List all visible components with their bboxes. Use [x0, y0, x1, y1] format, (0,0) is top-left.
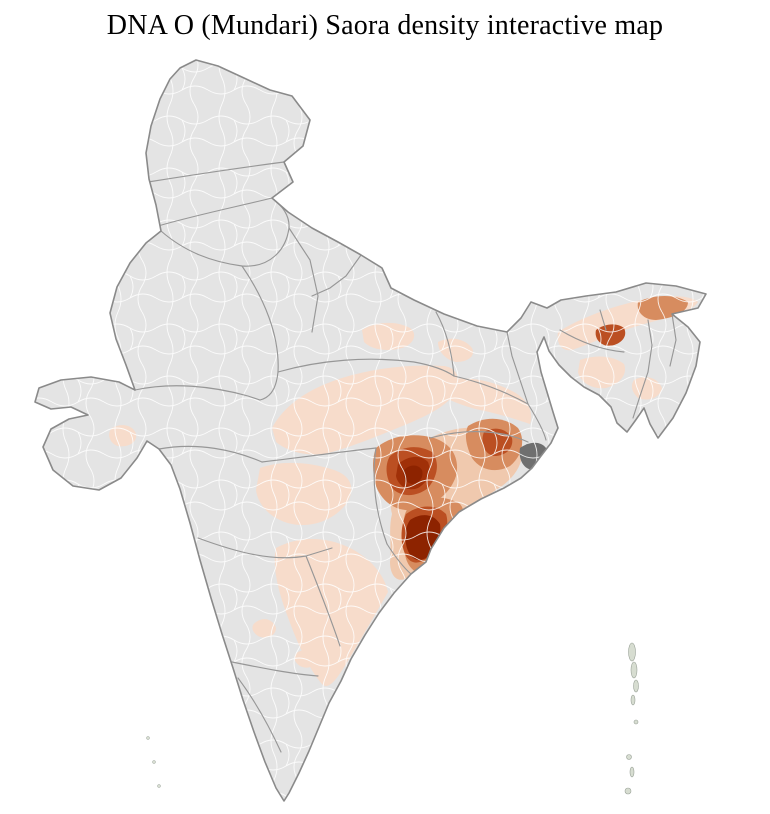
state-borders: [134, 161, 677, 753]
andaman-islands[interactable]: [624, 642, 639, 795]
india-outline: [34, 59, 707, 802]
map-title: DNA O (Mundari) Saora density interactiv…: [106, 10, 664, 41]
lakshadweep-islands[interactable]: [146, 736, 161, 788]
